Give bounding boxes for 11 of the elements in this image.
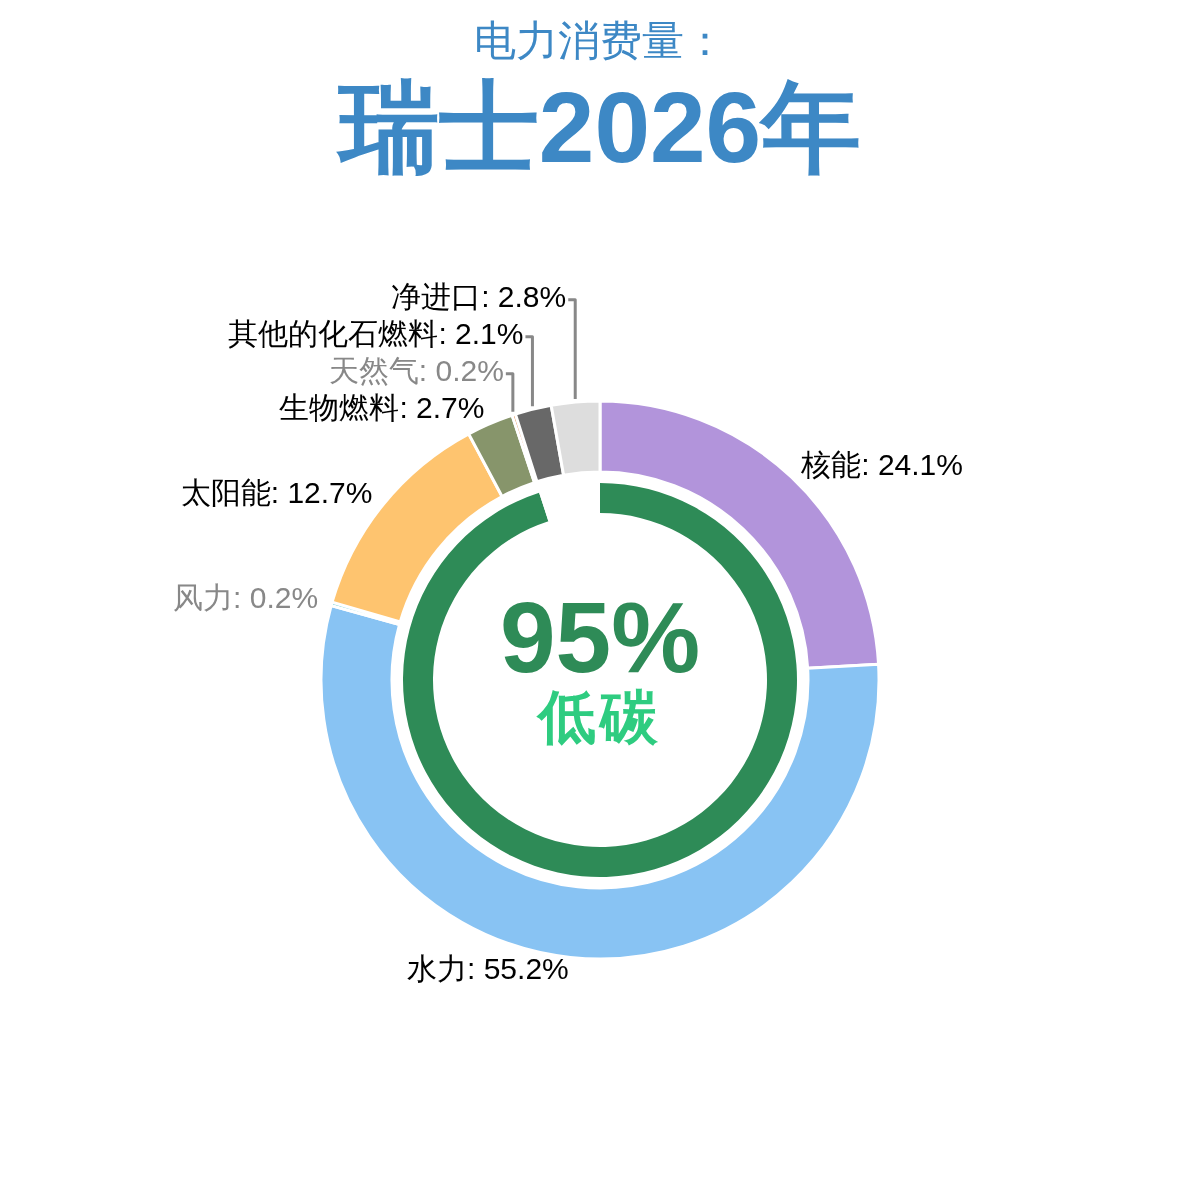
slice-label: 低碳 <box>536 684 662 749</box>
chart-title: 电力消费量： <box>474 17 726 64</box>
slice-label: 天然气: 0.2% <box>328 354 504 388</box>
slice-label: 生物燃料: 2.7% <box>279 391 485 425</box>
slice-label: 核能: 24.1% <box>800 447 963 481</box>
slice-label: 净进口: 2.8% <box>391 280 567 314</box>
slice-label: 风力: 0.2% <box>173 580 319 614</box>
slice-label: 其他的化石燃料: 2.1% <box>228 317 524 351</box>
slice-label: 水力: 55.2% <box>407 951 569 985</box>
slice-label: 太阳能: 12.7% <box>180 475 373 509</box>
chart-subtitle: 瑞士2026年 <box>335 71 862 183</box>
